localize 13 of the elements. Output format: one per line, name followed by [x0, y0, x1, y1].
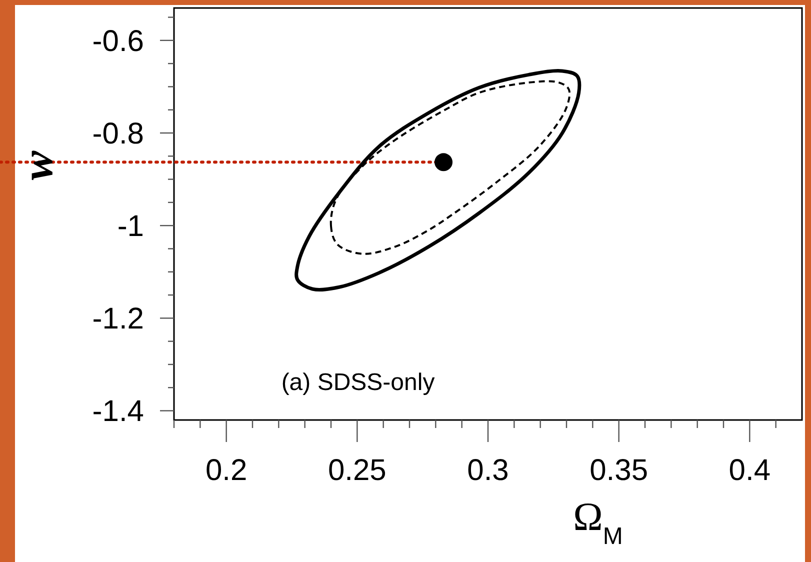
y-axis-title: w	[13, 150, 62, 180]
x-tick-label: 0.4	[728, 454, 771, 487]
annotation: (a) SDSS-only	[281, 369, 435, 396]
x-tick-label: 0.35	[590, 454, 648, 487]
y-tick-label: -1.4	[92, 395, 144, 428]
y-tick-label: -1.2	[92, 302, 144, 336]
x-axis-title: Ω$_{M}$	[573, 494, 623, 550]
x-tick-label: 0.25	[328, 454, 386, 487]
y-tick-label: -0.6	[92, 24, 144, 58]
x-tick-label: 0.2	[205, 454, 248, 487]
y-tick-label: -0.8	[92, 117, 144, 150]
x-tick-label: 0.3	[467, 454, 509, 487]
y-tick-label: -1	[117, 210, 144, 244]
